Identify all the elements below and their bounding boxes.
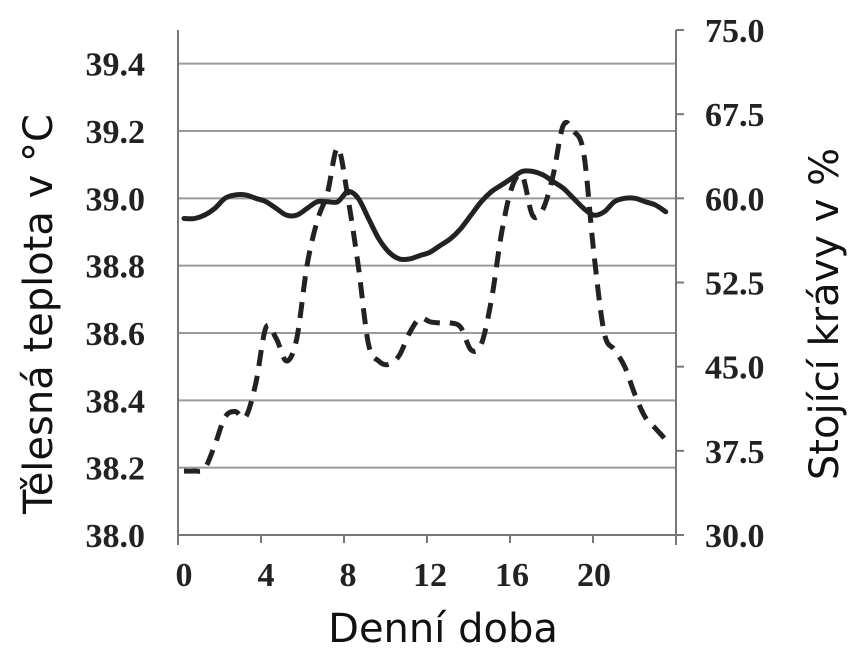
left-axis-title: Tělesná teplota v °C	[16, 114, 62, 515]
right-tick-label: 52.5	[705, 266, 765, 303]
x-tick-label: 4	[258, 557, 275, 594]
left-tick-label: 39.0	[86, 181, 146, 218]
body-temperature-line	[181, 168, 669, 263]
x-axis-title: Denní doba	[328, 606, 558, 652]
left-tick-label: 38.6	[86, 316, 146, 353]
grid-lines	[178, 62, 676, 469]
left-tick-label: 38.8	[86, 249, 146, 286]
series-layer	[181, 119, 669, 474]
right-tick-label: 37.5	[705, 434, 765, 471]
right-tick-label: 30.0	[705, 518, 765, 555]
left-tick-label: 38.0	[86, 518, 146, 555]
standing-cows-line	[183, 119, 668, 474]
right-tick-label: 67.5	[705, 97, 765, 134]
left-tick-label: 38.2	[86, 451, 146, 488]
x-tick-label: 8	[340, 557, 357, 594]
x-tick-label: 0	[176, 557, 193, 594]
left-tick-label: 39.2	[86, 114, 146, 151]
left-tick-label: 39.4	[86, 47, 146, 84]
right-tick-label: 75.0	[705, 13, 765, 50]
axes	[177, 29, 684, 545]
left-tick-label: 38.4	[86, 383, 146, 420]
x-tick-label: 12	[413, 557, 447, 594]
left-tick-labels: 38.0 38.2 38.4 38.6 38.8 39.0 39.2 39.4	[86, 47, 146, 555]
x-tick-label: 20	[577, 557, 611, 594]
x-tick-label: 16	[495, 557, 529, 594]
x-tick-labels: 0 4 8 12 16 20	[176, 557, 612, 594]
right-tick-labels: 30.0 37.5 45.0 52.5 60.0 67.5 75.0	[705, 13, 765, 555]
right-tick-label: 60.0	[705, 181, 765, 218]
right-axis-title: Stojící krávy v %	[802, 148, 848, 480]
right-tick-label: 45.0	[705, 350, 765, 387]
